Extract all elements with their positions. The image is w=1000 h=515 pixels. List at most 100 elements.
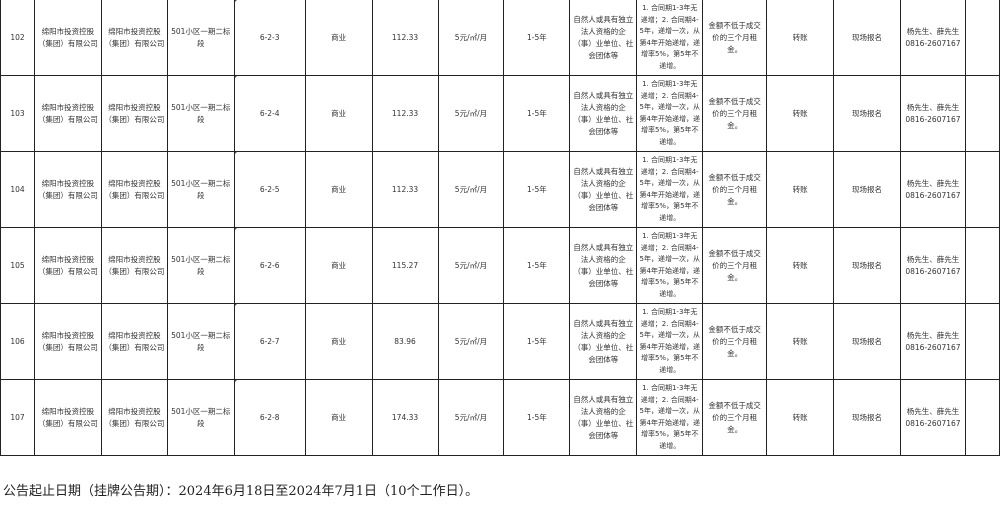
cell-owner: 绵阳市投资控股（集团）有限公司 <box>33 75 102 152</box>
cell-registration: 现场报名 <box>833 227 901 304</box>
cell-empty <box>964 75 1000 152</box>
cell-term: 1-5年 <box>503 227 571 304</box>
cell-use: 商业 <box>304 75 373 152</box>
cell-owner: 绵阳市投资控股（集团）有限公司 <box>33 379 102 456</box>
cell-contact: 杨先生、薛先生 0816-2607167 <box>899 303 966 380</box>
cell-unit: 6-2-6 <box>233 227 306 304</box>
cell-area: 83.96 <box>371 303 439 380</box>
cell-unit: 6-2-4 <box>233 75 306 152</box>
cell-use: 商业 <box>304 0 373 76</box>
cell-increase: 1. 合同期1-3年无递增；2. 合同期4-5年，递增一次，从第4年开始递增，递… <box>636 303 704 380</box>
cell-price: 5元/㎡/月 <box>437 303 505 380</box>
cell-operator: 绵阳市投资控股（集团）有限公司 <box>100 227 168 304</box>
cell-term: 1-5年 <box>503 303 571 380</box>
cell-term: 1-5年 <box>503 0 571 76</box>
cell-no: 106 <box>0 303 35 380</box>
cell-price: 5元/㎡/月 <box>437 379 505 456</box>
cell-project: 501小区一期二标段 <box>166 227 235 304</box>
cell-deposit: 金额不低于成交价的三个月租金。 <box>702 227 768 304</box>
cell-no: 103 <box>0 75 35 152</box>
cell-operator: 绵阳市投资控股（集团）有限公司 <box>100 379 168 456</box>
cell-registration: 现场报名 <box>833 151 901 228</box>
cell-empty <box>964 379 1000 456</box>
cell-contact: 杨先生、薛先生 0816-2607167 <box>899 75 966 152</box>
cell-registration: 现场报名 <box>833 303 901 380</box>
cell-contact: 杨先生、薛先生 0816-2607167 <box>899 151 966 228</box>
cell-unit: 6-2-3 <box>233 0 306 76</box>
table-row: 103 绵阳市投资控股（集团）有限公司 绵阳市投资控股（集团）有限公司 501小区一期… <box>0 75 1000 152</box>
cell-area: 112.33 <box>371 75 439 152</box>
cell-owner: 绵阳市投资控股（集团）有限公司 <box>33 227 102 304</box>
cell-qualification: 自然人或具有独立法人资格的企（事）业单位、社会团体等 <box>569 227 638 304</box>
cell-increase: 1. 合同期1-3年无递增；2. 合同期4-5年，递增一次，从第4年开始递增，递… <box>636 379 704 456</box>
cell-payment: 转账 <box>766 151 835 228</box>
cell-no: 102 <box>0 0 35 76</box>
cell-use: 商业 <box>304 303 373 380</box>
cell-price: 5元/㎡/月 <box>437 227 505 304</box>
cell-deposit: 金额不低于成交价的三个月租金。 <box>702 0 768 76</box>
cell-area: 174.33 <box>371 379 439 456</box>
cell-registration: 现场报名 <box>833 379 901 456</box>
cell-qualification: 自然人或具有独立法人资格的企（事）业单位、社会团体等 <box>569 75 638 152</box>
cell-no: 104 <box>0 151 35 228</box>
cell-empty <box>964 303 1000 380</box>
cell-contact: 杨先生、薛先生 0816-2607167 <box>899 379 966 456</box>
cell-payment: 转账 <box>766 303 835 380</box>
cell-increase: 1. 合同期1-3年无递增；2. 合同期4-5年，递增一次，从第4年开始递增，递… <box>636 75 704 152</box>
cell-payment: 转账 <box>766 75 835 152</box>
cell-payment: 转账 <box>766 379 835 456</box>
announcement-period: 公告起止日期（挂牌公告期）：2024年6月18日至2024年7月1日（10个工作… <box>3 484 479 499</box>
cell-qualification: 自然人或具有独立法人资格的企（事）业单位、社会团体等 <box>569 303 638 380</box>
cell-deposit: 金额不低于成交价的三个月租金。 <box>702 151 768 228</box>
cell-deposit: 金额不低于成交价的三个月租金。 <box>702 75 768 152</box>
table-row: 105 绵阳市投资控股（集团）有限公司 绵阳市投资控股（集团）有限公司 501小区一期… <box>0 227 1000 304</box>
listing-table: 102 绵阳市投资控股（集团）有限公司 绵阳市投资控股（集团）有限公司 501小区一期… <box>0 0 1000 456</box>
cell-price: 5元/㎡/月 <box>437 0 505 76</box>
cell-contact: 杨先生、薛先生 0816-2607167 <box>899 227 966 304</box>
cell-project: 501小区一期二标段 <box>166 303 235 380</box>
cell-registration: 现场报名 <box>833 0 901 76</box>
cell-use: 商业 <box>304 151 373 228</box>
cell-qualification: 自然人或具有独立法人资格的企（事）业单位、社会团体等 <box>569 379 638 456</box>
cell-project: 501小区一期二标段 <box>166 379 235 456</box>
cell-contact: 杨先生、薛先生 0816-2607167 <box>899 0 966 76</box>
cell-use: 商业 <box>304 227 373 304</box>
cell-operator: 绵阳市投资控股（集团）有限公司 <box>100 75 168 152</box>
cell-increase: 1. 合同期1-3年无递增；2. 合同期4-5年，递增一次，从第4年开始递增，递… <box>636 227 704 304</box>
cell-deposit: 金额不低于成交价的三个月租金。 <box>702 303 768 380</box>
table-row: 102 绵阳市投资控股（集团）有限公司 绵阳市投资控股（集团）有限公司 501小区一期… <box>0 0 1000 76</box>
cell-unit: 6-2-7 <box>233 303 306 380</box>
cell-term: 1-5年 <box>503 379 571 456</box>
cell-area: 115.27 <box>371 227 439 304</box>
cell-term: 1-5年 <box>503 151 571 228</box>
cell-deposit: 金额不低于成交价的三个月租金。 <box>702 379 768 456</box>
table-row: 104 绵阳市投资控股（集团）有限公司 绵阳市投资控股（集团）有限公司 501小区一期… <box>0 151 1000 228</box>
cell-project: 501小区一期二标段 <box>166 75 235 152</box>
cell-empty <box>964 227 1000 304</box>
table-body: 102 绵阳市投资控股（集团）有限公司 绵阳市投资控股（集团）有限公司 501小区一期… <box>0 0 1000 456</box>
table-row: 107 绵阳市投资控股（集团）有限公司 绵阳市投资控股（集团）有限公司 501小区一期… <box>0 379 1000 456</box>
cell-qualification: 自然人或具有独立法人资格的企（事）业单位、社会团体等 <box>569 0 638 76</box>
cell-owner: 绵阳市投资控股（集团）有限公司 <box>33 151 102 228</box>
cell-unit: 6-2-8 <box>233 379 306 456</box>
cell-registration: 现场报名 <box>833 75 901 152</box>
cell-use: 商业 <box>304 379 373 456</box>
cell-price: 5元/㎡/月 <box>437 75 505 152</box>
cell-increase: 1. 合同期1-3年无递增；2. 合同期4-5年，递增一次，从第4年开始递增，递… <box>636 0 704 76</box>
cell-no: 105 <box>0 227 35 304</box>
cell-project: 501小区一期二标段 <box>166 0 235 76</box>
cell-operator: 绵阳市投资控股（集团）有限公司 <box>100 0 168 76</box>
cell-area: 112.33 <box>371 151 439 228</box>
cell-empty <box>964 151 1000 228</box>
cell-payment: 转账 <box>766 0 835 76</box>
cell-operator: 绵阳市投资控股（集团）有限公司 <box>100 151 168 228</box>
cell-empty <box>964 0 1000 76</box>
cell-price: 5元/㎡/月 <box>437 151 505 228</box>
cell-operator: 绵阳市投资控股（集团）有限公司 <box>100 303 168 380</box>
cell-term: 1-5年 <box>503 75 571 152</box>
cell-qualification: 自然人或具有独立法人资格的企（事）业单位、社会团体等 <box>569 151 638 228</box>
cell-increase: 1. 合同期1-3年无递增；2. 合同期4-5年，递增一次，从第4年开始递增，递… <box>636 151 704 228</box>
table-row: 106 绵阳市投资控股（集团）有限公司 绵阳市投资控股（集团）有限公司 501小区一期… <box>0 303 1000 380</box>
cell-project: 501小区一期二标段 <box>166 151 235 228</box>
cell-owner: 绵阳市投资控股（集团）有限公司 <box>33 0 102 76</box>
